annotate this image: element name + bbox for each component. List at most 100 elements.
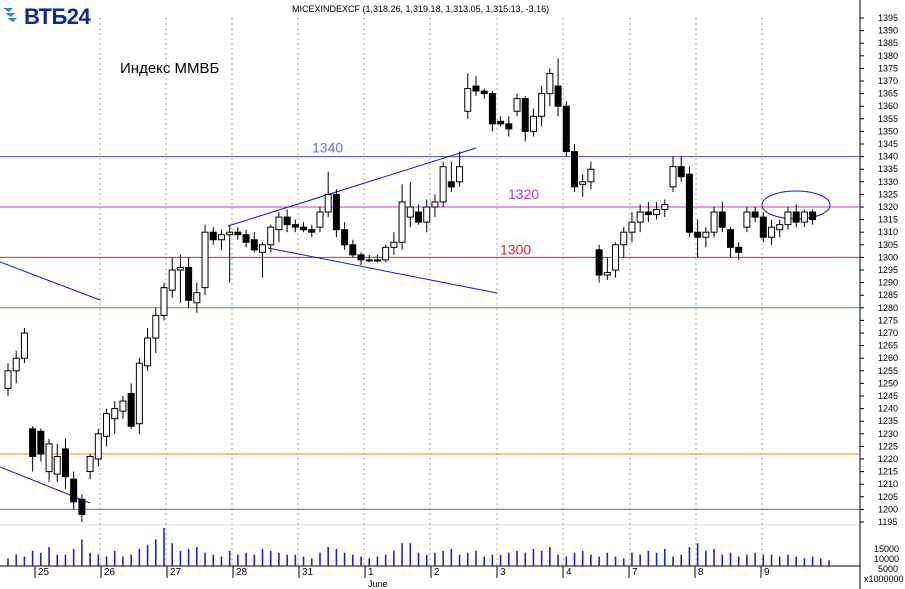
y-tick-label: 1300 <box>878 252 898 262</box>
candle-body <box>447 181 455 188</box>
y-tick-label: 1310 <box>878 227 898 237</box>
candle-body <box>209 231 217 241</box>
y-tick-label: 1370 <box>878 76 898 86</box>
candle-body <box>242 234 250 243</box>
candle-body <box>644 211 652 216</box>
candle-body <box>538 93 546 117</box>
candle-body <box>332 193 340 231</box>
trendline <box>267 247 498 294</box>
candle-body <box>570 151 578 188</box>
candle-body <box>800 211 808 223</box>
y-tick-label: 1255 <box>878 366 898 376</box>
level-label-1300: 1300 <box>500 241 531 257</box>
y-tick-label: 1290 <box>878 278 898 288</box>
candle-body <box>669 166 677 188</box>
y-tick-label: 1275 <box>878 315 898 325</box>
candle-body <box>587 168 595 183</box>
candle-body <box>103 413 111 437</box>
candle-body <box>316 211 324 228</box>
brand-name: ВТБ24 <box>24 4 91 29</box>
candle-body <box>61 448 69 478</box>
candle-body <box>250 239 258 251</box>
candle-body <box>176 266 184 271</box>
x-tick-label: 7 <box>632 567 638 578</box>
x-tick-label: 8 <box>698 567 704 578</box>
candle-body <box>505 123 513 130</box>
candle-body <box>193 292 201 304</box>
candle-body <box>234 231 242 236</box>
candle-body <box>521 98 529 132</box>
y-tick-label: 1320 <box>878 202 898 212</box>
candle-body <box>488 93 496 125</box>
candle-body <box>168 269 176 291</box>
level-label-1320: 1320 <box>508 186 539 202</box>
candle-body <box>267 226 275 246</box>
trendline <box>0 261 101 301</box>
candle-body <box>718 211 726 228</box>
month-label: June <box>368 579 388 589</box>
candle-body <box>456 166 464 183</box>
candle-body <box>341 229 349 246</box>
y-tick-label: 1205 <box>878 492 898 502</box>
candle-body <box>431 201 439 208</box>
candle-body <box>595 249 603 276</box>
y-tick-label: 1200 <box>878 504 898 514</box>
trendline <box>227 147 477 227</box>
y-tick-label: 1220 <box>878 454 898 464</box>
vtb24-logo: ВТБ24 <box>0 2 110 29</box>
level-label-1340: 1340 <box>312 140 343 156</box>
y-tick-label: 1225 <box>878 441 898 451</box>
candle-body <box>439 166 447 203</box>
candle-body <box>324 193 332 213</box>
candle-body <box>620 231 628 246</box>
candle-body <box>308 229 316 233</box>
x-tick-label: 26 <box>104 567 116 578</box>
candle-body <box>357 254 365 261</box>
y-tick-label: 1235 <box>878 416 898 426</box>
candle-body <box>94 433 102 460</box>
candle-body <box>776 224 784 231</box>
candle-body <box>119 400 127 412</box>
y-tick-label: 1325 <box>878 189 898 199</box>
candle-body <box>768 226 776 238</box>
candle-body <box>78 498 86 515</box>
candle-body <box>406 206 414 218</box>
y-tick-label: 1365 <box>878 89 898 99</box>
y-tick-label: 1355 <box>878 114 898 124</box>
y-tick-label: 1240 <box>878 404 898 414</box>
y-tick-label: 1305 <box>878 240 898 250</box>
candle-body <box>300 226 308 231</box>
candle-body <box>390 241 398 248</box>
candle-body <box>37 430 45 455</box>
y-tick-label: 1295 <box>878 265 898 275</box>
candle-body <box>685 173 693 233</box>
candle-body <box>784 211 792 226</box>
candle-body <box>554 85 562 107</box>
candle-body <box>259 244 267 253</box>
candle-body <box>726 229 734 248</box>
candle-body <box>217 234 225 241</box>
y-tick-label: 1245 <box>878 391 898 401</box>
candle-body <box>144 337 152 367</box>
candle-body <box>275 216 283 231</box>
y-tick-label: 1360 <box>878 101 898 111</box>
candle-body <box>546 72 554 95</box>
y-tick-label: 1350 <box>878 126 898 136</box>
candle-body <box>612 244 620 271</box>
y-tick-label: 1195 <box>878 517 897 527</box>
candle-body <box>283 216 291 226</box>
candle-body <box>743 211 751 228</box>
candle-body <box>365 259 373 262</box>
y-tick-label: 1210 <box>878 479 898 489</box>
candle-body <box>628 221 636 233</box>
x-tick-label: 27 <box>170 567 182 578</box>
volume-tick-label: 10000 <box>874 554 899 564</box>
candle-body <box>111 408 119 420</box>
candle-body <box>579 181 587 185</box>
candle-body <box>349 244 357 256</box>
candle-body <box>710 211 718 233</box>
candle-body <box>291 224 299 228</box>
candle-body <box>45 443 53 473</box>
y-tick-label: 1280 <box>878 303 898 313</box>
candle-body <box>135 362 143 425</box>
